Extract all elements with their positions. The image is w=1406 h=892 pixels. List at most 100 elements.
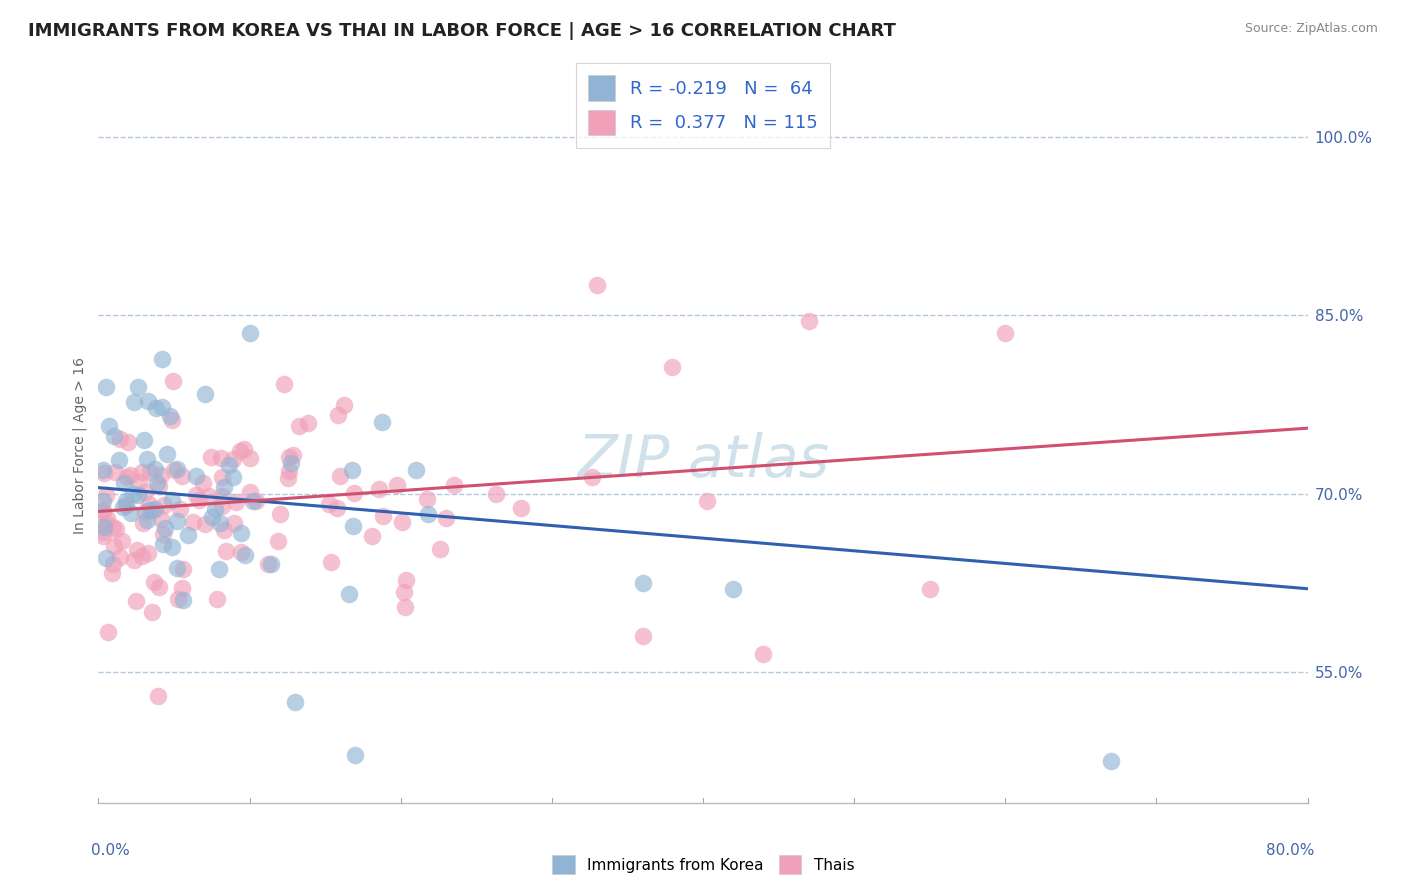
Point: [170, 582, 193, 596]
Point: [143, 575, 166, 590]
Point: [96, 511, 118, 525]
Point: [101, 558, 124, 572]
Point: [208, 516, 231, 531]
Point: [141, 605, 163, 619]
Point: [283, 448, 305, 462]
Point: [112, 476, 135, 491]
Point: [138, 546, 160, 560]
Point: [198, 489, 221, 503]
Point: [131, 465, 153, 479]
Point: [187, 493, 209, 508]
Point: [277, 464, 299, 478]
Text: Source: ZipAtlas.com: Source: ZipAtlas.com: [1244, 22, 1378, 36]
Point: [239, 485, 262, 500]
Point: [108, 432, 131, 446]
Point: [91, 505, 114, 519]
Point: [138, 497, 160, 511]
Point: [485, 487, 508, 501]
Point: [222, 469, 245, 483]
Point: [135, 452, 157, 467]
Point: [231, 526, 253, 541]
Point: [367, 483, 389, 497]
Point: [148, 580, 170, 594]
Point: [91, 503, 114, 517]
Point: [318, 497, 340, 511]
Point: [337, 587, 360, 601]
Point: [326, 408, 349, 422]
Point: [127, 488, 149, 502]
Point: [256, 557, 278, 571]
Point: [169, 501, 191, 516]
Point: [91, 493, 114, 508]
Point: [329, 468, 352, 483]
Point: [136, 513, 159, 527]
Point: [108, 550, 131, 565]
Point: [125, 594, 148, 608]
Point: [284, 695, 307, 709]
Point: [416, 507, 439, 521]
Point: [205, 592, 228, 607]
Point: [416, 492, 439, 507]
Point: [280, 457, 302, 471]
Point: [231, 545, 253, 559]
Point: [121, 487, 143, 501]
Point: [200, 450, 222, 464]
Point: [269, 508, 291, 522]
Point: [429, 541, 451, 556]
Point: [194, 387, 217, 401]
Point: [752, 647, 775, 661]
Point: [115, 494, 138, 508]
Point: [239, 326, 262, 340]
Point: [586, 278, 609, 293]
Point: [167, 592, 190, 607]
Point: [172, 561, 194, 575]
Point: [134, 484, 156, 499]
Point: [150, 468, 173, 483]
Point: [111, 500, 134, 515]
Point: [211, 499, 233, 513]
Point: [146, 689, 169, 703]
Point: [166, 515, 188, 529]
Point: [100, 566, 122, 580]
Point: [204, 502, 226, 516]
Point: [391, 515, 413, 529]
Point: [696, 494, 718, 508]
Y-axis label: In Labor Force | Age > 16: In Labor Force | Age > 16: [73, 358, 87, 534]
Point: [131, 549, 153, 564]
Point: [134, 504, 156, 518]
Point: [201, 510, 224, 524]
Point: [127, 380, 149, 394]
Point: [103, 520, 125, 534]
Point: [156, 446, 179, 460]
Point: [177, 528, 200, 542]
Point: [208, 562, 231, 576]
Point: [211, 469, 233, 483]
Point: [166, 462, 188, 476]
Point: [91, 524, 114, 539]
Point: [146, 476, 169, 491]
Point: [392, 585, 415, 599]
Point: [104, 465, 127, 479]
Point: [242, 494, 264, 508]
Point: [191, 476, 214, 491]
Text: IMMIGRANTS FROM KOREA VS THAI IN LABOR FORCE | AGE > 16 CORRELATION CHART: IMMIGRANTS FROM KOREA VS THAI IN LABOR F…: [28, 22, 896, 40]
Point: [108, 453, 131, 467]
Point: [148, 479, 170, 493]
Point: [104, 522, 127, 536]
Point: [214, 480, 236, 494]
Point: [797, 314, 820, 328]
Point: [387, 477, 409, 491]
Point: [136, 393, 159, 408]
Point: [181, 515, 204, 529]
Point: [229, 443, 252, 458]
Point: [267, 534, 290, 549]
Point: [150, 401, 173, 415]
Point: [97, 418, 120, 433]
Point: [918, 582, 941, 596]
Point: [150, 512, 173, 526]
Point: [160, 540, 183, 554]
Point: [344, 748, 367, 763]
Point: [160, 413, 183, 427]
Point: [94, 488, 117, 502]
Point: [326, 500, 349, 515]
